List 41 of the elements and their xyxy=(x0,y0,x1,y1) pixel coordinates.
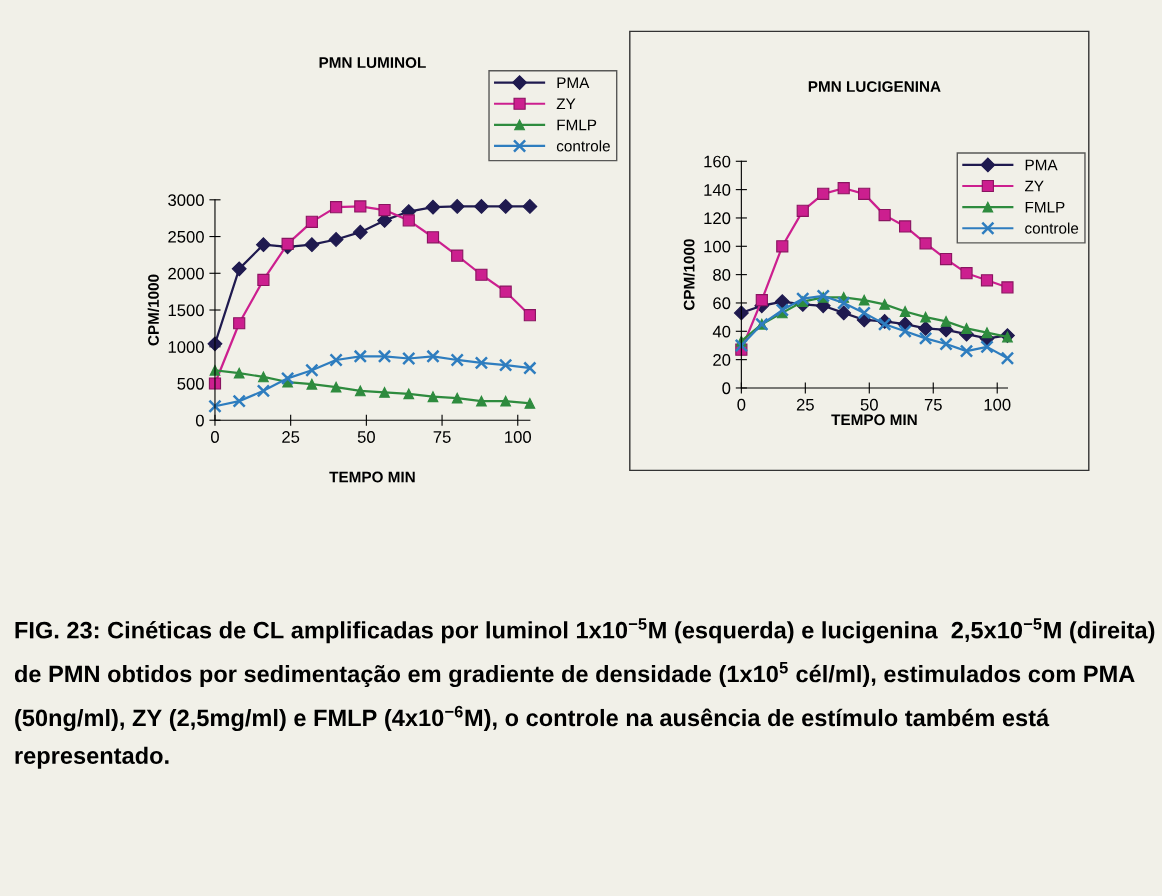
y-tick-label: 100 xyxy=(704,240,731,253)
y-tick-label: 80 xyxy=(713,269,731,281)
legend-label: controle xyxy=(1025,222,1079,234)
legend-label: controle xyxy=(556,140,610,152)
x-tick-label: 50 xyxy=(860,398,878,411)
y-tick-label: 2000 xyxy=(168,267,204,280)
x-axis-title: TEMPO MIN xyxy=(831,414,917,426)
legend-label: ZY xyxy=(556,98,576,110)
y-tick-label: 120 xyxy=(704,212,731,225)
x-tick-label: 25 xyxy=(282,431,300,443)
y-tick-label: 40 xyxy=(712,325,731,338)
y-tick-label: 2500 xyxy=(168,230,204,243)
x-tick-label: 100 xyxy=(984,398,1011,411)
y-tick-label: 140 xyxy=(704,184,731,196)
legend-label: PMA xyxy=(557,77,590,88)
x-tick-label: 100 xyxy=(505,431,532,443)
chart-title: PMN LUMINOL xyxy=(319,57,426,69)
chart-title: PMN LUCIGENINA xyxy=(808,81,941,92)
x-tick-label: 75 xyxy=(433,431,451,443)
y-tick-label: 500 xyxy=(177,377,204,390)
y-axis-title: CPM/1000 xyxy=(683,239,695,311)
y-tick-label: 20 xyxy=(713,354,731,366)
legend-label: FMLP xyxy=(557,119,597,131)
y-tick-label: 160 xyxy=(704,155,731,168)
x-tick-label: 0 xyxy=(737,398,746,411)
y-tick-label: 60 xyxy=(713,297,731,310)
y-tick-label: 0 xyxy=(195,414,204,427)
x-tick-label: 50 xyxy=(357,431,375,443)
legend-label: PMA xyxy=(1025,159,1058,171)
y-tick-label: 3000 xyxy=(168,194,204,207)
y-tick-label: 1500 xyxy=(168,304,204,317)
legend-label: ZY xyxy=(1024,180,1044,192)
x-tick-label: 0 xyxy=(210,431,219,443)
legend-label: FMLP xyxy=(1025,201,1065,213)
x-tick-label: 75 xyxy=(924,399,942,411)
y-axis-title: CPM/1000 xyxy=(147,274,160,346)
x-axis-title: TEMPO MIN xyxy=(329,471,415,483)
y-tick-label: 0 xyxy=(722,382,731,395)
y-tick-label: 1000 xyxy=(168,341,204,353)
x-tick-label: 25 xyxy=(796,398,814,411)
text: FIG. 23: Cinéticas de CL amplificadas por luminol 1x10$^{−5}$M (esquerda) e lucigenina 2,5x10$^{−5}$M (direita) de PMN obtidos por sedimentação em gradiente de densidade (1x10$^{5}$ cél/ml), estimulados com PMA (50ng/ml), ZY (2,5mg/ml) e FMLP (4x10$^{−6}$M), o controle na ausência de estímulo também está representado. xyxy=(14,618,1155,769)
